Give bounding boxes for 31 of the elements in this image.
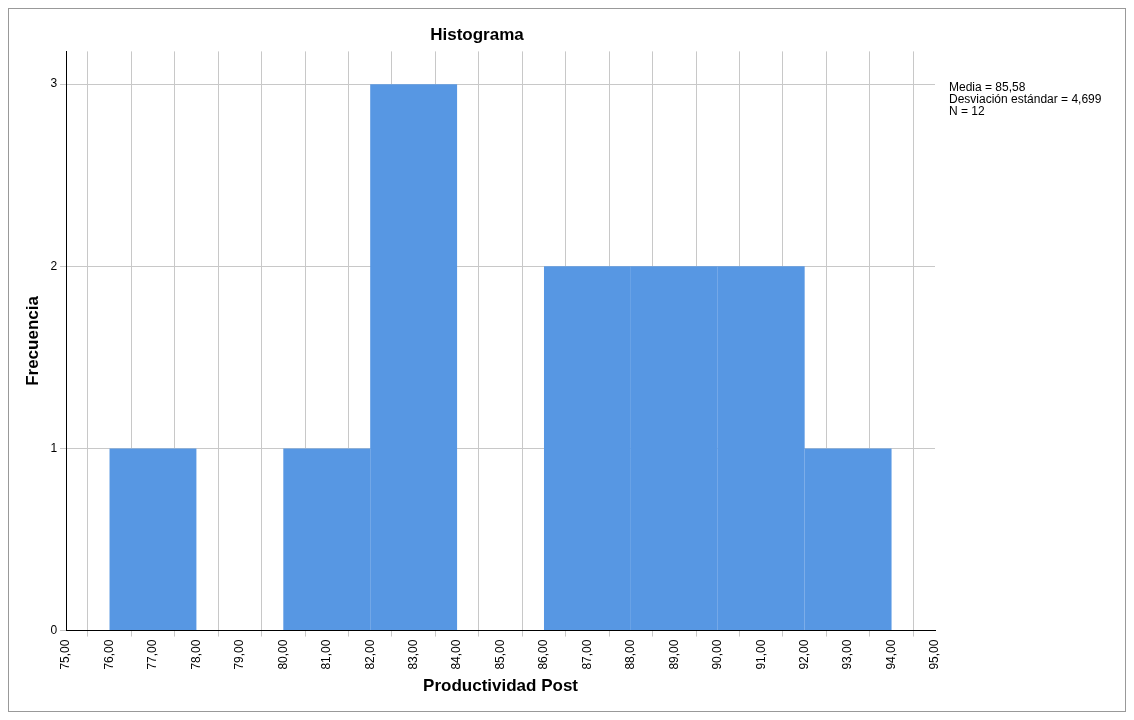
x-tick-label: 89,00	[666, 639, 681, 670]
x-tick-label: 90,00	[710, 639, 725, 670]
x-tick-label: 95,00	[927, 639, 942, 670]
y-tick-label: 0	[50, 622, 58, 637]
text: N = 12	[949, 103, 986, 118]
y-tick-label: 3	[50, 76, 58, 91]
x-tick-label: 84,00	[449, 639, 464, 670]
x-tick-label: 92,00	[796, 639, 811, 670]
x-tick-label: 85,00	[492, 639, 507, 670]
y-axis-title: Frecuencia	[22, 295, 42, 386]
x-tick-label: 91,00	[753, 639, 768, 670]
x-tick-label: 87,00	[579, 639, 594, 670]
x-tick-label: 83,00	[405, 639, 420, 670]
x-tick-label: 80,00	[275, 639, 290, 670]
x-tick-label: 79,00	[232, 639, 247, 670]
chart-title: Histograma	[430, 24, 525, 44]
x-tick-label: 77,00	[145, 639, 160, 670]
text: Media = 85,58	[949, 79, 1026, 94]
x-tick-label: 94,00	[883, 639, 898, 670]
x-tick-label: 78,00	[188, 639, 203, 670]
x-axis-title: Productividad Post	[423, 676, 579, 696]
text: Desviación estándar = 4,699	[949, 91, 1102, 106]
y-tick-label: 1	[50, 440, 58, 455]
x-tick-label: 86,00	[536, 639, 551, 670]
x-tick-label: 93,00	[840, 639, 855, 670]
y-tick-label: 2	[50, 258, 58, 273]
x-tick-label: 88,00	[623, 639, 638, 670]
x-tick-label: 75,00	[58, 639, 73, 670]
x-tick-label: 82,00	[362, 639, 377, 670]
x-tick-label: 76,00	[101, 639, 116, 670]
x-tick-label: 81,00	[319, 639, 334, 670]
